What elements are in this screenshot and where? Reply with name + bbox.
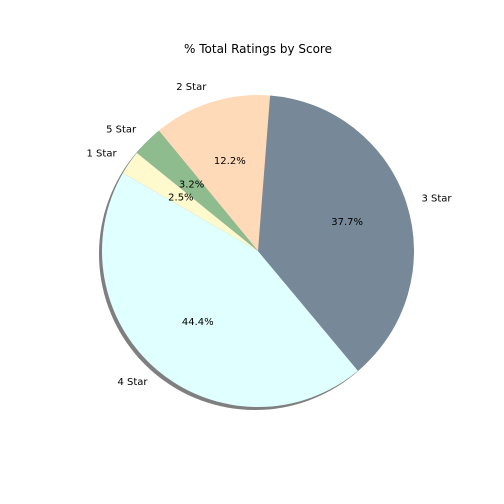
slice-pct-label-5-star: 3.2% xyxy=(179,180,204,191)
slice-label-1-star: 1 Star xyxy=(87,148,118,159)
slice-2-star xyxy=(158,95,271,252)
slice-label-5-star: 5 Star xyxy=(106,125,137,136)
slice-label-2-star: 2 Star xyxy=(176,82,207,93)
chart-title: % Total Ratings by Score xyxy=(184,42,332,56)
pie-labels: 4 Star 44.4% 3 Star 37.7% 2 Star 12.2% 5 Star 3… xyxy=(87,82,453,388)
pie-slices xyxy=(101,95,414,408)
slice-5-star xyxy=(136,130,258,251)
slice-pct-label-2-star: 12.2% xyxy=(214,156,246,167)
slice-3-star xyxy=(258,95,414,371)
slice-pct-label-4-star: 44.4% xyxy=(182,317,214,328)
slice-4-star xyxy=(101,173,358,408)
slice-pct-label-1-star: 2.5% xyxy=(168,192,193,203)
slice-1-star xyxy=(122,152,258,251)
slice-pct-label-3-star: 37.7% xyxy=(331,217,363,228)
slice-label-4-star: 4 Star xyxy=(117,377,148,388)
slice-label-3-star: 3 Star xyxy=(421,193,452,204)
